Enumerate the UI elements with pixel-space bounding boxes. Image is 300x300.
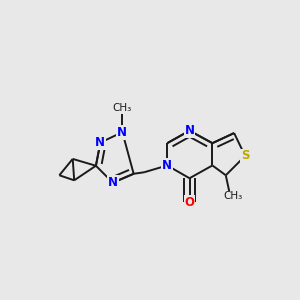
Text: CH₃: CH₃ bbox=[224, 191, 243, 201]
Text: N: N bbox=[184, 124, 194, 137]
Text: N: N bbox=[108, 176, 118, 189]
Text: N: N bbox=[95, 136, 105, 149]
Text: N: N bbox=[117, 126, 128, 139]
Text: O: O bbox=[184, 196, 194, 208]
Text: CH₃: CH₃ bbox=[113, 103, 132, 113]
Text: S: S bbox=[241, 149, 249, 162]
Text: N: N bbox=[162, 159, 172, 172]
